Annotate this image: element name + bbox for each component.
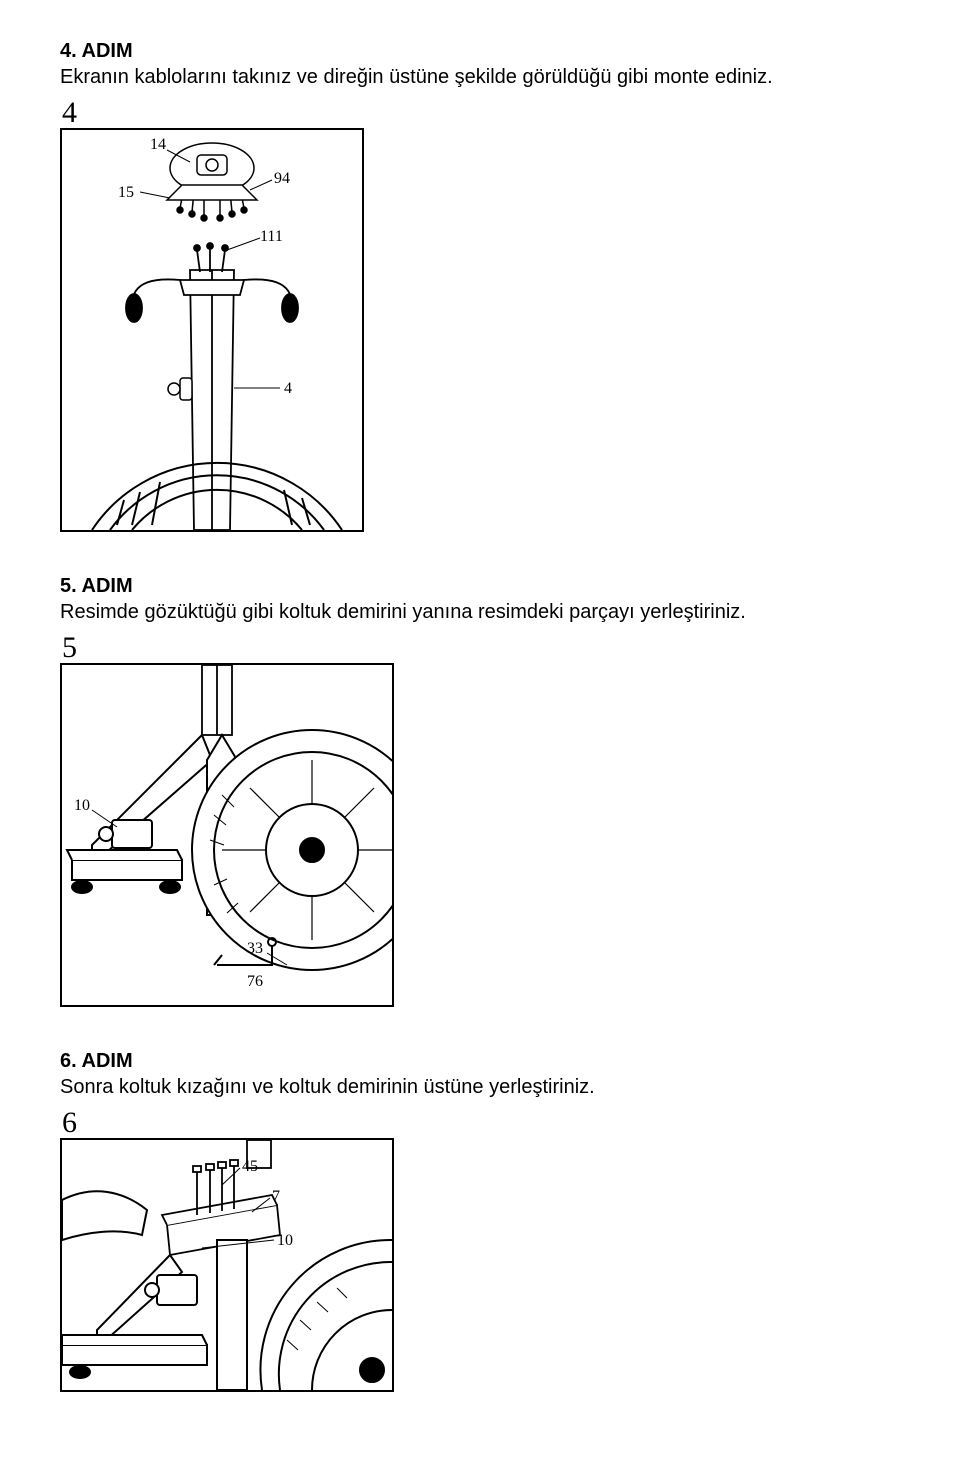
step-5-section: 5. ADIM Resimde gözüktüğü gibi koltuk de…	[60, 575, 900, 1012]
figure-5-callout-76: 76	[247, 973, 263, 991]
figure-6-callout-10: 10	[277, 1232, 293, 1250]
figure-4-callout-94: 94	[274, 170, 290, 188]
figure-4-callout-4: 4	[284, 380, 292, 398]
figure-5-illustration	[62, 665, 392, 1005]
step-6-text: Sonra koltuk kızağını ve koltuk demirini…	[60, 1075, 900, 1100]
step-4-section: 4. ADIM Ekranın kablolarını takınız ve d…	[60, 40, 900, 537]
figure-6-illustration	[62, 1140, 392, 1390]
figure-5-callout-10: 10	[74, 797, 90, 815]
step-5-heading: 5. ADIM	[60, 575, 900, 598]
figure-5-callout-33: 33	[247, 940, 263, 958]
figure-6-callout-45: 45	[242, 1158, 258, 1176]
figure-6-box: 45 7 10	[60, 1138, 394, 1392]
figure-5-box: 10 33 76	[60, 663, 394, 1007]
figure-4-callout-111: 111	[260, 228, 283, 246]
step-6-heading: 6. ADIM	[60, 1050, 900, 1073]
step-4-text: Ekranın kablolarını takınız ve direğin ü…	[60, 65, 900, 90]
figure-4-callout-15: 15	[118, 184, 134, 202]
step-5-text: Resimde gözüktüğü gibi koltuk demirini y…	[60, 600, 900, 625]
step-4-heading: 4. ADIM	[60, 40, 900, 63]
figure-4-illustration	[62, 130, 362, 530]
step-6-section: 6. ADIM Sonra koltuk kızağını ve koltuk …	[60, 1050, 900, 1397]
figure-5-label: 5	[62, 631, 77, 665]
figure-4-box: 14 15 94 111 4	[60, 128, 364, 532]
figure-6-label: 6	[62, 1106, 77, 1140]
figure-6-callout-7: 7	[272, 1188, 280, 1206]
figure-4-callout-14: 14	[150, 136, 166, 154]
figure-4-label: 4	[62, 96, 77, 130]
